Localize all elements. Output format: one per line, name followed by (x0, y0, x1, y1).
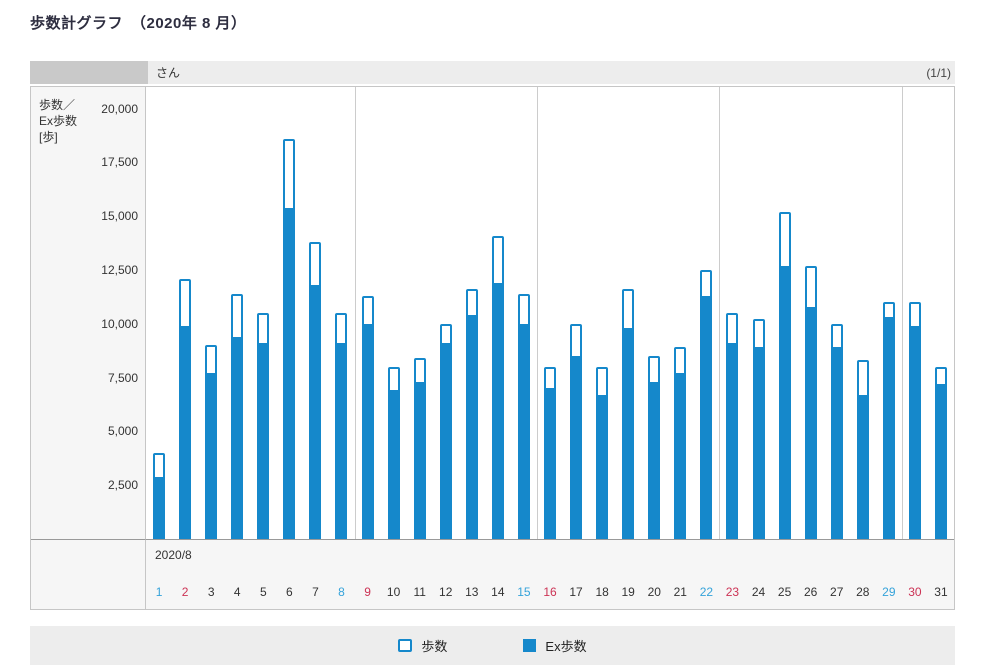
legend-item-ex-steps: Ex歩数 (523, 636, 587, 655)
ex-steps-bar-day-1 (153, 477, 166, 539)
axis-corner (31, 539, 146, 609)
ex-steps-bar-day-9 (361, 324, 374, 539)
ex-steps-bar-day-5 (257, 343, 270, 539)
ex-steps-bar-day-10 (387, 390, 400, 539)
day-label-26: 26 (803, 585, 818, 599)
ex-steps-bar-day-2 (179, 326, 192, 539)
ex-steps-bar-day-11 (413, 382, 426, 539)
y-tick-15000: 15,000 (101, 209, 138, 224)
ex-steps-bar-day-18 (596, 395, 609, 539)
day-label-15: 15 (517, 585, 531, 599)
day-label-17: 17 (569, 585, 583, 599)
day-label-31: 31 (934, 585, 948, 599)
day-label-13: 13 (465, 585, 479, 599)
day-label-20: 20 (647, 585, 661, 599)
day-label-18: 18 (595, 585, 609, 599)
day-labels-row: 1 2 3 4 5 6 7 8 9 10 11 12 13 14 15 16 17 18 19 20 21 22 23 24 2… (146, 540, 954, 609)
step-chart: 歩数／ Ex歩数 [歩] 20,000 17,500 15,000 12,500 10,… (30, 86, 955, 610)
ex-steps-bar-day-8 (335, 343, 348, 539)
day-label-27: 27 (830, 585, 844, 599)
ex-steps-bar-day-31 (934, 384, 947, 539)
day-label-2: 2 (181, 585, 189, 599)
ex-steps-bar-day-7 (309, 285, 322, 539)
ex-steps-bar-day-19 (622, 328, 635, 539)
ex-steps-bar-day-27 (830, 347, 843, 539)
day-label-22: 22 (699, 585, 714, 599)
ex-steps-bar-day-17 (570, 356, 583, 539)
day-label-23: 23 (725, 585, 740, 599)
day-label-19: 19 (621, 585, 635, 599)
user-name-redacted (30, 61, 148, 84)
x-axis: 2020/8 1 2 3 4 5 6 7 8 9 10 11 12 13 14 15 16 17 18 19 20 21… (146, 539, 954, 609)
y-axis-label: 歩数／ Ex歩数 [歩] (31, 87, 145, 145)
y-tick-7500: 7,500 (107, 370, 138, 385)
week-separator-after-8 (354, 87, 356, 539)
ex-steps-bar-day-3 (205, 373, 218, 539)
ex-steps-legend-label: Ex歩数 (545, 639, 587, 654)
y-axis: 歩数／ Ex歩数 [歩] 20,000 17,500 15,000 12,500 10,… (31, 87, 146, 539)
legend-item-steps: 歩数 (398, 636, 447, 655)
day-label-21: 21 (673, 585, 687, 599)
page-title: 歩数計グラフ （2020年 8 月） (30, 15, 247, 32)
day-label-3: 3 (207, 585, 215, 599)
y-tick-20000: 20,000 (101, 101, 138, 116)
day-label-12: 12 (439, 585, 453, 599)
user-header-bar: さん (1/1) (30, 61, 955, 84)
ex-steps-bar-day-4 (231, 337, 244, 539)
y-tick-10000: 10,000 (101, 316, 138, 331)
day-label-7: 7 (312, 585, 319, 599)
ex-steps-bar-day-6 (283, 208, 296, 539)
steps-legend-label: 歩数 (421, 639, 448, 654)
ex-steps-bar-day-30 (908, 326, 921, 539)
ex-steps-legend-swatch-icon (523, 639, 537, 652)
month-label: 2020/8 (155, 548, 192, 562)
day-label-5: 5 (259, 585, 267, 599)
week-separator-after-22 (719, 87, 721, 539)
day-label-25: 25 (777, 585, 792, 599)
ex-steps-bar-day-26 (804, 307, 817, 539)
ex-steps-bar-day-25 (778, 266, 791, 539)
y-tick-2500: 2,500 (107, 478, 138, 493)
ex-steps-bar-day-23 (726, 343, 739, 539)
day-label-28: 28 (856, 585, 870, 599)
week-separator-after-15 (536, 87, 538, 539)
ex-steps-bar-day-28 (856, 395, 869, 539)
ex-steps-bar-day-15 (517, 324, 530, 539)
day-label-1: 1 (155, 585, 163, 599)
day-label-9: 9 (364, 585, 371, 599)
ex-steps-bar-day-21 (674, 373, 687, 539)
user-name-suffix: さん (156, 66, 181, 80)
ex-steps-bar-day-20 (648, 382, 661, 539)
page-indicator: (1/1) (926, 65, 951, 80)
day-label-6: 6 (286, 585, 293, 599)
ex-steps-bar-day-24 (752, 347, 765, 539)
day-label-16: 16 (543, 585, 557, 599)
day-label-14: 14 (491, 585, 505, 599)
y-tick-5000: 5,000 (107, 424, 138, 439)
y-tick-17500: 17,500 (101, 155, 138, 170)
ex-steps-bar-day-14 (491, 283, 504, 539)
ex-steps-bar-day-12 (439, 343, 452, 539)
ex-steps-bar-day-16 (544, 388, 556, 539)
day-label-29: 29 (882, 585, 896, 599)
ex-steps-bar-day-29 (882, 317, 895, 539)
y-axis-label-line-1: 歩数／ (39, 98, 76, 112)
y-axis-label-line-2: Ex歩数 (39, 114, 78, 128)
week-separator-after-29 (901, 87, 903, 539)
day-label-30: 30 (908, 585, 922, 599)
day-label-11: 11 (413, 585, 426, 599)
steps-legend-swatch-icon (398, 639, 413, 652)
day-label-24: 24 (751, 585, 766, 599)
day-label-4: 4 (233, 585, 241, 599)
day-label-8: 8 (338, 585, 345, 599)
ex-steps-bar-day-13 (465, 315, 478, 539)
y-tick-12500: 12,500 (101, 262, 138, 277)
legend: 歩数 Ex歩数 (30, 626, 955, 665)
day-label-10: 10 (386, 585, 401, 599)
ex-steps-bar-day-22 (700, 296, 713, 539)
y-axis-label-line-3: [歩] (39, 130, 58, 144)
plot-area (146, 87, 954, 539)
